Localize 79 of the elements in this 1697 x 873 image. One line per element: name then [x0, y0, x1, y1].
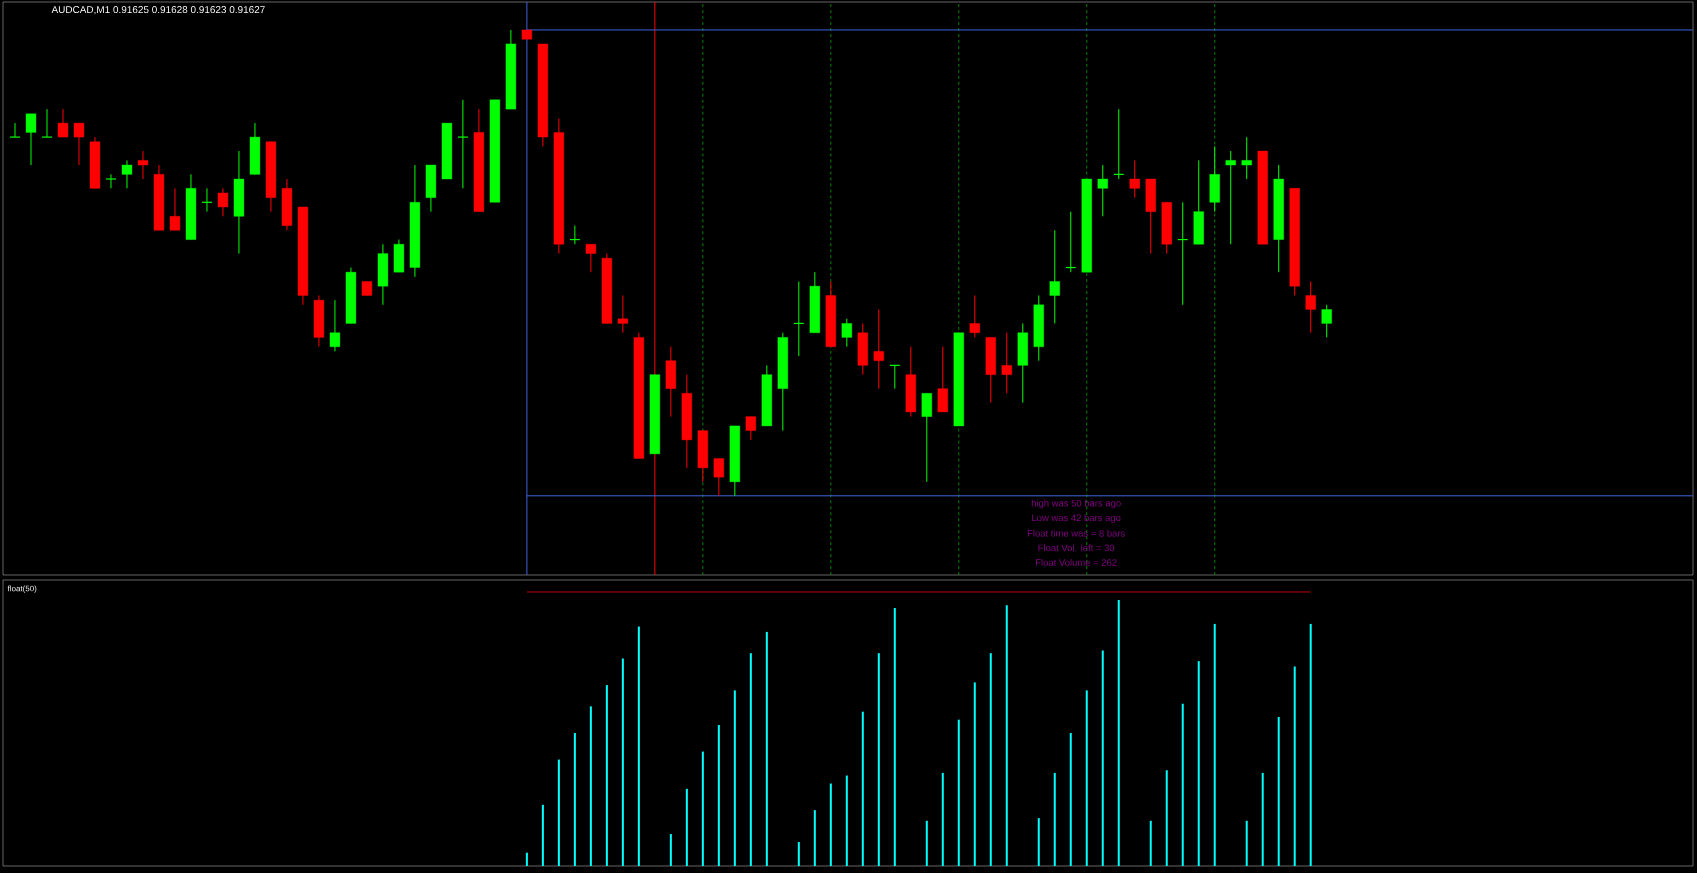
candlestick: [137, 150, 149, 180]
candlestick: [329, 299, 341, 352]
bar: [925, 820, 928, 866]
bar: [1277, 717, 1280, 866]
bar: [1005, 605, 1008, 866]
bar: [893, 607, 896, 866]
candlestick: [969, 294, 980, 338]
candlestick: [1129, 159, 1140, 199]
candlestick: [73, 122, 85, 166]
text: Float Volume = 262: [1036, 558, 1117, 566]
bar: [1197, 661, 1200, 866]
bar: [1261, 772, 1264, 866]
candlestick: [841, 318, 852, 348]
bar: [557, 759, 560, 866]
bar: [605, 685, 608, 866]
bar: [701, 751, 704, 866]
candlestick: [937, 346, 948, 413]
candlestick: [169, 187, 181, 231]
bar: [733, 690, 736, 866]
bar: [541, 804, 544, 866]
candlestick: [1321, 304, 1332, 338]
candlestick: [121, 159, 133, 189]
bar: [1085, 690, 1088, 866]
candlestick: [41, 108, 53, 138]
text: Float Vol. left = 30: [1038, 544, 1115, 552]
bar: [637, 626, 640, 866]
bar: [1245, 820, 1248, 866]
bar: [973, 682, 976, 866]
text: Low was 42 bars ago: [1032, 514, 1121, 523]
candlestick: [57, 108, 69, 138]
candlestick: [105, 173, 117, 189]
candlestick: [1241, 136, 1252, 180]
bar: [669, 834, 672, 866]
candlestick: [217, 187, 229, 217]
candlestick: [1097, 164, 1108, 217]
candlestick: [1049, 229, 1060, 324]
bar: [877, 653, 880, 866]
bar: [957, 719, 960, 866]
bar: [1069, 732, 1072, 866]
bar: [845, 775, 848, 866]
bar: [813, 810, 816, 866]
bar: [573, 732, 576, 866]
bar: [941, 772, 944, 866]
chart-title: AUDCAD,M1 0.91625 0.91628 0.91623 0.91627: [51, 6, 265, 15]
bar: [1213, 623, 1216, 866]
bar: [765, 631, 768, 866]
candlestick: [745, 416, 756, 441]
bar: [797, 842, 800, 866]
candlestick: [457, 99, 469, 189]
bar: [717, 724, 720, 866]
bar: [989, 653, 992, 866]
bar: [829, 783, 832, 866]
bar: [621, 658, 624, 866]
candlestick: [1305, 281, 1316, 334]
candlestick: [9, 122, 21, 138]
bar: [1101, 650, 1104, 866]
bar: [1053, 772, 1056, 866]
bar: [1117, 599, 1120, 866]
bar: [749, 653, 752, 866]
text: high was 50 bars ago: [1031, 499, 1121, 509]
candlestick: [585, 243, 597, 273]
candlestick: [1225, 150, 1236, 245]
bar: [589, 706, 592, 866]
bar: [1037, 818, 1040, 866]
candlestick: [873, 308, 884, 390]
candlestick: [1001, 332, 1012, 394]
bar: [525, 852, 528, 866]
bar: [861, 711, 864, 866]
candlestick: [617, 294, 629, 334]
bar: [1165, 770, 1168, 866]
bar: [1181, 703, 1184, 866]
bar: [1293, 666, 1296, 866]
bar: [1149, 820, 1152, 866]
bar: [685, 788, 688, 866]
candlestick: [713, 458, 724, 497]
candlestick: [25, 113, 37, 166]
text: Float time was = 8 bars: [1027, 529, 1125, 537]
bar: [1309, 623, 1312, 866]
candlestick: [921, 392, 932, 483]
